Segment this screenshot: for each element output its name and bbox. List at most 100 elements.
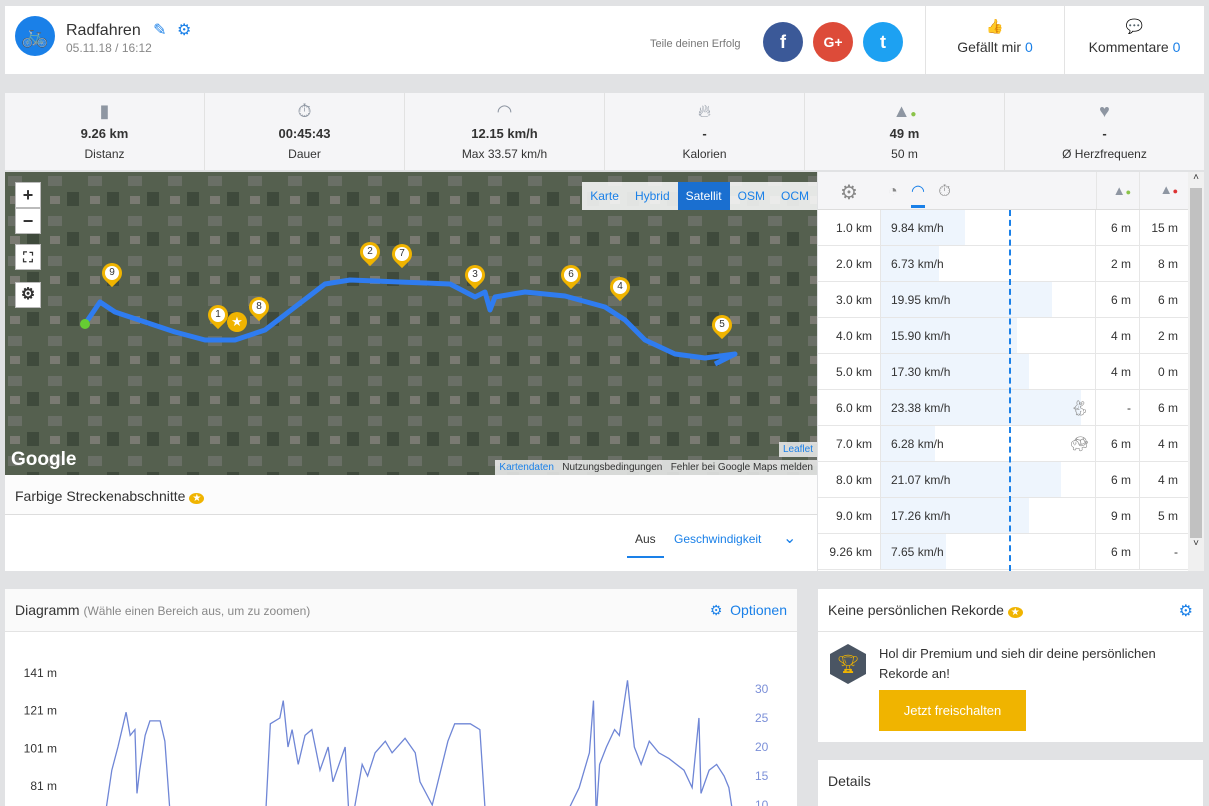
- diagram-panel: Diagramm (Wähle einen Bereich aus, um zu…: [5, 589, 797, 806]
- split-ascent: 4 m: [1096, 354, 1140, 389]
- zoom-out-button[interactable]: −: [15, 208, 41, 234]
- tab-geschwindigkeit[interactable]: Geschwindigkeit: [674, 532, 762, 546]
- tab-aus[interactable]: Aus: [627, 527, 664, 558]
- details-title: Details: [828, 773, 871, 789]
- split-ascent: 6 m: [1096, 462, 1140, 497]
- table-row: 9.26 km 7.65 km/h 6 m -: [818, 534, 1188, 570]
- stat-heart-rate: ♥ - Ø Herzfrequenz: [1005, 93, 1204, 170]
- left-axis-tick: 141 m: [24, 666, 57, 680]
- speed-bar: [881, 390, 1082, 425]
- layer-ocm[interactable]: OCM: [781, 189, 809, 203]
- zoom-in-button[interactable]: +: [15, 182, 41, 208]
- thumbs-up-icon: 👍: [986, 18, 1004, 34]
- like-button[interactable]: 👍 Gefällt mir 0: [925, 6, 1064, 74]
- split-ascent: 6 m: [1096, 210, 1140, 245]
- splits-header: ⚙ ◔ ◠ ⏱ ▲● ▲●: [818, 172, 1188, 210]
- map-settings-gear-icon[interactable]: ⚙: [15, 282, 41, 308]
- split-distance: 1.0 km: [835, 220, 872, 235]
- stat-speed: ◠ 12.15 km/h Max 33.57 km/h: [405, 93, 605, 170]
- highlight-star-marker[interactable]: ★: [227, 312, 247, 332]
- split-descent: 2 m: [1157, 328, 1178, 343]
- split-distance: 8.0 km: [835, 472, 872, 487]
- speed-bar: [881, 534, 947, 569]
- records-text: Hol dir Premium und sieh dir deine persö…: [879, 646, 1156, 681]
- bicycle-icon: 🚲: [15, 16, 55, 56]
- right-axis-tick: 10: [755, 798, 769, 806]
- marker-label: 8: [252, 300, 266, 314]
- table-settings-gear-icon[interactable]: ⚙: [840, 182, 858, 204]
- heart-icon: ♥: [1099, 101, 1110, 121]
- descent-icon: ▲●: [1159, 182, 1178, 197]
- layer-osm[interactable]: OSM: [737, 189, 765, 203]
- chevron-down-icon[interactable]: ⌄: [783, 530, 797, 547]
- split-speed: 21.07 km/h: [891, 473, 951, 487]
- flame-icon: 🔥︎: [697, 101, 712, 121]
- trophy-icon: 🏆︎: [830, 644, 866, 684]
- average-speed-line: [1009, 210, 1011, 571]
- speed-tab-icon[interactable]: ◠: [911, 183, 925, 208]
- report-error-link[interactable]: Fehler bei Google Maps melden: [670, 462, 813, 473]
- kartendaten-link[interactable]: Kartendaten: [499, 462, 554, 473]
- split-ascent: 6 m: [1096, 534, 1140, 569]
- layer-karte[interactable]: Karte: [590, 189, 619, 203]
- split-speed: 17.26 km/h: [891, 509, 951, 523]
- split-distance: 9.0 km: [835, 508, 872, 523]
- gear-icon: ⚙: [709, 602, 723, 618]
- split-speed-cell: 9.84 km/h: [880, 210, 1096, 245]
- activity-date: 05.11.18 / 16:12: [66, 41, 152, 55]
- split-ascent: 6 m: [1096, 426, 1140, 461]
- time-tab-icon[interactable]: ⏱: [938, 183, 951, 200]
- gear-icon[interactable]: ⚙: [177, 22, 192, 39]
- turtle-icon: 🐢︎: [1069, 436, 1089, 453]
- activity-header: 🚲 Radfahren ✎ ⚙ 05.11.18 / 16:12 Teile d…: [5, 6, 1204, 74]
- fullscreen-button[interactable]: ⛶: [15, 244, 41, 270]
- twitter-share-button[interactable]: t: [863, 22, 903, 62]
- split-ascent: 9 m: [1096, 498, 1140, 533]
- right-axis-tick: 25: [755, 711, 769, 725]
- segments-panel: Farbige Streckenabschnitte ★ Aus Geschwi…: [5, 475, 817, 571]
- comments-label: Kommentare: [1088, 39, 1169, 55]
- share-label: Teile deinen Erfolg: [650, 38, 741, 50]
- split-speed: 17.30 km/h: [891, 365, 951, 379]
- stat-distance: ▮ 9.26 km Distanz: [5, 93, 205, 170]
- right-axis-tick: 30: [755, 682, 769, 696]
- comments-button[interactable]: 💬 Kommentare 0: [1064, 6, 1204, 74]
- diagram-header: Diagramm (Wähle einen Bereich aus, um zu…: [5, 589, 797, 632]
- split-ascent: -: [1096, 390, 1140, 425]
- unlock-premium-button[interactable]: Jetzt freischalten: [879, 690, 1026, 731]
- pace-icon[interactable]: ◔: [888, 183, 898, 200]
- speed-bar: [881, 282, 1052, 317]
- marker-label: 1: [211, 308, 225, 322]
- stat-calories: 🔥︎ - Kalorien: [605, 93, 805, 170]
- speed-bar: [881, 246, 939, 281]
- speed-series-line: [105, 680, 733, 806]
- layer-satellit[interactable]: Satellit: [677, 182, 730, 210]
- leaflet-link[interactable]: Leaflet: [778, 442, 817, 457]
- edit-pencil-icon[interactable]: ✎: [153, 22, 167, 39]
- split-speed-cell: 19.95 km/h: [880, 282, 1096, 317]
- route-map[interactable]: 1 2 3 4 5 6 7 8 9 ★ + − ⛶ ⚙ Karte Hybrid Satellit OS…: [5, 172, 817, 475]
- table-scrollbar[interactable]: ˄ ˅: [1188, 172, 1204, 571]
- table-row: 1.0 km 9.84 km/h 6 m 15 m: [818, 210, 1188, 246]
- options-button[interactable]: ⚙ Optionen: [710, 602, 787, 619]
- layer-hybrid[interactable]: Hybrid: [634, 189, 670, 203]
- stat-value: 49 m: [889, 126, 920, 141]
- leaflet-label[interactable]: Leaflet: [782, 444, 813, 455]
- speed-elevation-chart[interactable]: 141 m 121 m 101 m 81 m 30 25 20 15 10: [5, 589, 797, 806]
- stat-duration: ⏱ 00:45:43 Dauer: [205, 93, 405, 170]
- premium-star-icon: ★: [189, 493, 205, 504]
- premium-star-icon: ★: [1007, 607, 1023, 618]
- google-plus-share-button[interactable]: G+: [813, 22, 853, 62]
- map-attribution: Kartendaten Nutzungsbedingungen Fehler b…: [495, 460, 817, 475]
- facebook-share-button[interactable]: f: [763, 22, 803, 62]
- stats-bar: ▮ 9.26 km Distanz ⏱ 00:45:43 Dauer ◠ 12.15 km…: [5, 93, 1204, 170]
- satellite-background: [5, 172, 817, 475]
- table-row: 4.0 km 15.90 km/h 4 m 2 m: [818, 318, 1188, 354]
- split-speed: 6.28 km/h: [891, 437, 944, 451]
- records-gear-icon[interactable]: ⚙: [1178, 603, 1193, 620]
- split-descent: 5 m: [1157, 508, 1178, 523]
- activity-title: Radfahren: [66, 22, 141, 39]
- stat-label: Distanz: [84, 147, 125, 161]
- split-descent: 8 m: [1157, 256, 1178, 271]
- terms-link[interactable]: Nutzungsbedingungen: [562, 462, 663, 473]
